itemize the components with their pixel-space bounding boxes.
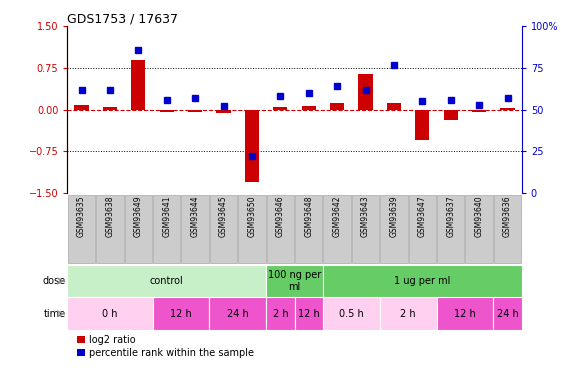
FancyBboxPatch shape [125,195,152,263]
FancyBboxPatch shape [466,195,493,263]
FancyBboxPatch shape [295,297,323,330]
FancyBboxPatch shape [380,297,436,330]
Bar [217,110,231,113]
Text: GSM93645: GSM93645 [219,195,228,237]
Text: 12 h: 12 h [170,309,192,319]
Bar [245,110,259,182]
Bar [103,107,117,109]
Bar [387,103,401,110]
Text: GSM93648: GSM93648 [304,195,313,237]
Text: GSM93649: GSM93649 [134,195,143,237]
Bar [472,110,486,112]
Bar [75,105,89,110]
FancyBboxPatch shape [67,265,266,297]
Text: 2 h: 2 h [273,309,288,319]
Text: GSM93639: GSM93639 [389,195,398,237]
FancyBboxPatch shape [352,195,379,263]
Text: 24 h: 24 h [496,309,518,319]
Text: GSM93646: GSM93646 [276,195,285,237]
Text: dose: dose [43,276,66,286]
FancyBboxPatch shape [182,195,209,263]
Text: 0.5 h: 0.5 h [339,309,364,319]
FancyBboxPatch shape [96,195,123,263]
Text: GSM93640: GSM93640 [475,195,484,237]
FancyBboxPatch shape [153,195,180,263]
Text: 1 ug per ml: 1 ug per ml [394,276,450,286]
Bar [188,110,202,112]
Text: GSM93643: GSM93643 [361,195,370,237]
Legend: log2 ratio, percentile rank within the sample: log2 ratio, percentile rank within the s… [77,335,254,358]
FancyBboxPatch shape [209,297,266,330]
Text: 24 h: 24 h [227,309,249,319]
FancyBboxPatch shape [238,195,265,263]
Text: GSM93635: GSM93635 [77,195,86,237]
Text: 12 h: 12 h [298,309,320,319]
FancyBboxPatch shape [153,297,209,330]
Text: 0 h: 0 h [102,309,118,319]
FancyBboxPatch shape [324,195,351,263]
Bar [330,103,344,110]
Text: GSM93638: GSM93638 [105,195,114,237]
Bar [358,74,373,110]
FancyBboxPatch shape [437,195,465,263]
FancyBboxPatch shape [266,195,294,263]
Text: 12 h: 12 h [454,309,476,319]
Bar [131,60,145,110]
Bar [273,107,287,109]
Text: time: time [44,309,66,319]
FancyBboxPatch shape [266,297,295,330]
Bar [500,108,514,109]
Text: GSM93647: GSM93647 [418,195,427,237]
Text: GSM93650: GSM93650 [247,195,256,237]
FancyBboxPatch shape [295,195,323,263]
Text: GDS1753 / 17637: GDS1753 / 17637 [67,12,178,25]
FancyBboxPatch shape [436,297,493,330]
Bar [160,110,174,112]
FancyBboxPatch shape [494,195,521,263]
Text: 100 ng per
ml: 100 ng per ml [268,270,321,292]
Text: GSM93641: GSM93641 [162,195,171,237]
Text: GSM93636: GSM93636 [503,195,512,237]
Text: GSM93644: GSM93644 [191,195,200,237]
FancyBboxPatch shape [266,265,323,297]
Text: 2 h: 2 h [401,309,416,319]
Bar [415,110,429,140]
FancyBboxPatch shape [68,195,95,263]
FancyBboxPatch shape [323,265,522,297]
Text: GSM93637: GSM93637 [446,195,455,237]
FancyBboxPatch shape [323,297,380,330]
Text: GSM93642: GSM93642 [333,195,342,237]
Bar [444,110,458,120]
FancyBboxPatch shape [210,195,237,263]
Text: control: control [150,276,183,286]
FancyBboxPatch shape [380,195,407,263]
FancyBboxPatch shape [493,297,522,330]
FancyBboxPatch shape [67,297,153,330]
Bar [302,106,316,109]
FancyBboxPatch shape [409,195,436,263]
